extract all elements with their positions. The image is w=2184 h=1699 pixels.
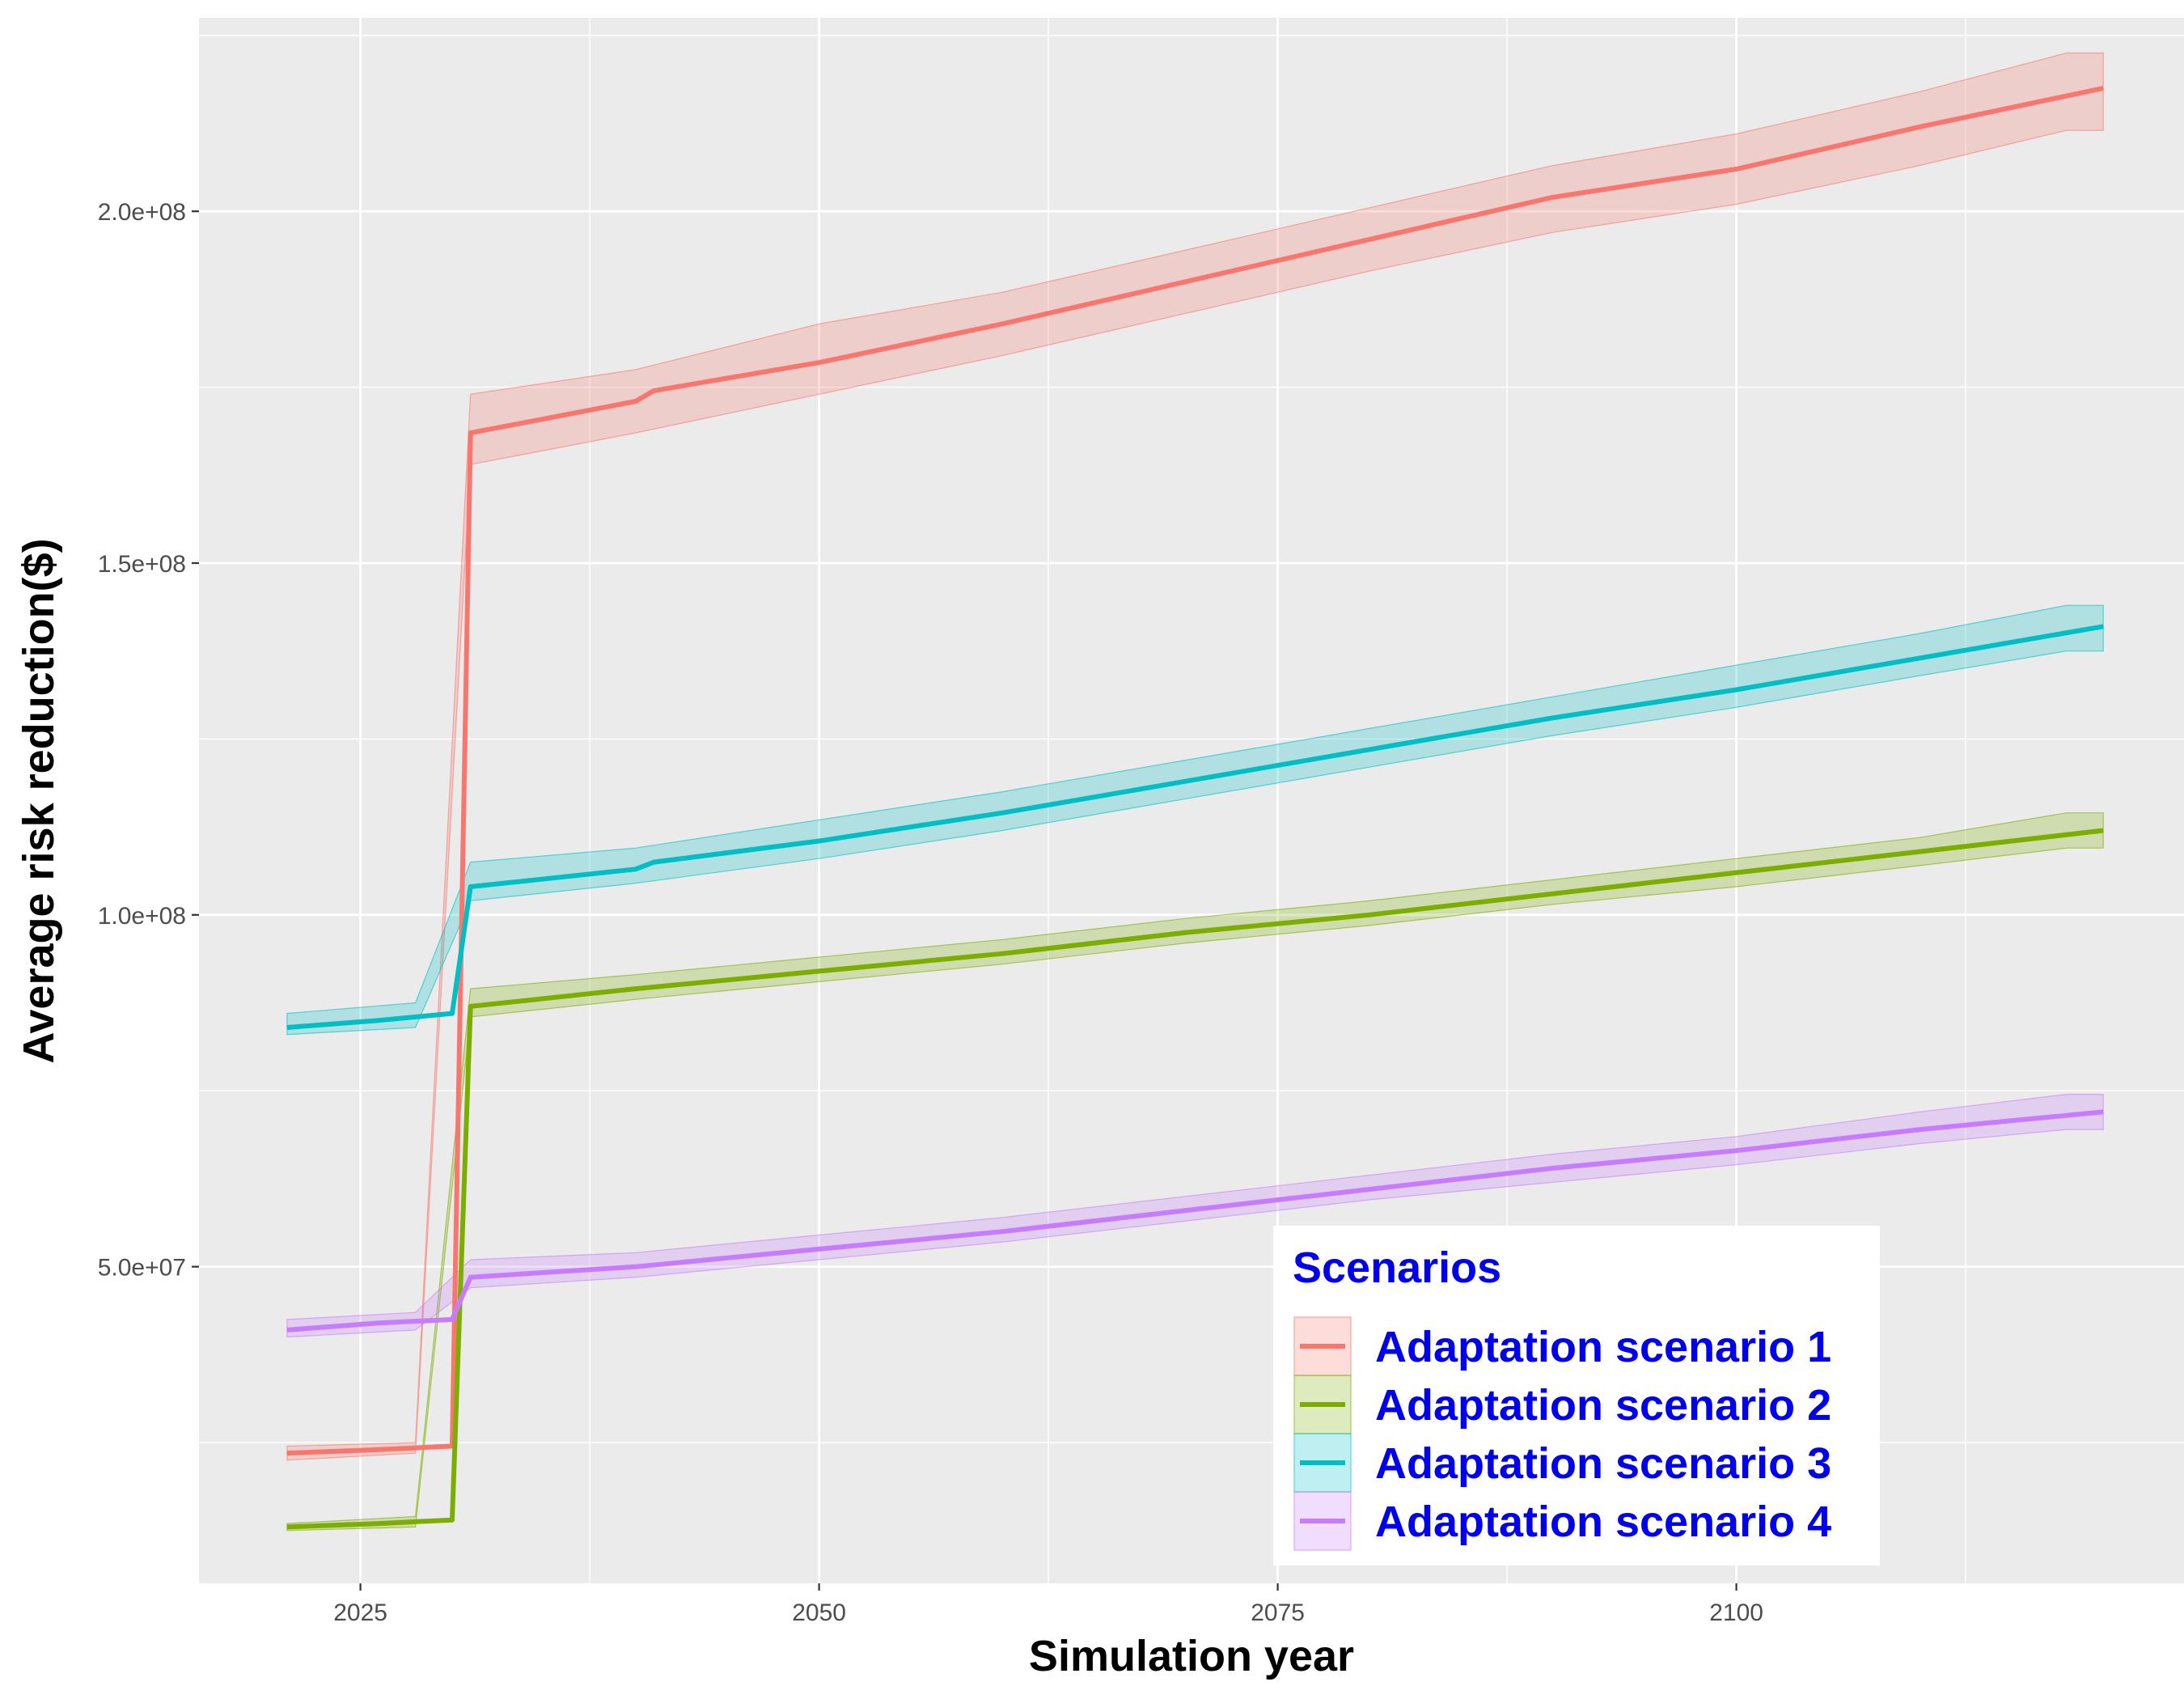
line-scenario-4 — [286, 1109, 2104, 1333]
legend-title: Scenarios — [1293, 1244, 1501, 1292]
minor-gridlines — [199, 18, 2184, 1583]
legend-label-scenario-1: Adaptation scenario 1 — [1375, 1323, 1831, 1371]
x-axis-ticks: 2025 2050 2075 2100 — [333, 1583, 1763, 1626]
y-tick-label: 5.0e+07 — [98, 1255, 186, 1282]
legend-label-scenario-2: Adaptation scenario 2 — [1375, 1381, 1831, 1430]
band-scenario-2 — [286, 812, 2104, 1532]
legend-label-scenario-4: Adaptation scenario 4 — [1375, 1498, 1831, 1546]
y-tick-label: 2.0e+08 — [98, 199, 186, 226]
y-axis-ticks: 5.0e+07 1.0e+08 1.5e+08 2.0e+08 — [98, 199, 199, 1282]
line-scenario-1 — [286, 86, 2104, 1456]
x-tick-label: 2100 — [1709, 1599, 1763, 1626]
y-tick-label: 1.0e+08 — [98, 903, 186, 930]
y-axis-title: Average risk reduction($) — [15, 538, 63, 1063]
x-axis-title: Simulation year — [1029, 1632, 1354, 1680]
series-lines — [286, 86, 2104, 1530]
legend-items: Adaptation scenario 1 Adaptation scenario… — [1293, 1316, 1831, 1551]
confidence-bands — [286, 52, 2104, 1532]
legend-label-scenario-3: Adaptation scenario 3 — [1375, 1439, 1831, 1488]
band-scenario-3 — [286, 604, 2104, 1036]
line-scenario-3 — [286, 624, 2104, 1030]
x-tick-label: 2050 — [792, 1599, 846, 1626]
legend: Scenarios Adaptation scenario 1Adaptatio… — [1273, 1226, 1880, 1566]
line-scenario-2 — [286, 828, 2104, 1530]
band-scenario-1 — [286, 52, 2104, 1461]
y-tick-label: 1.5e+08 — [98, 551, 186, 578]
band-scenario-4 — [286, 1093, 2104, 1338]
x-tick-label: 2075 — [1251, 1599, 1305, 1626]
x-tick-label: 2025 — [333, 1599, 387, 1626]
legend-box — [1273, 1226, 1880, 1566]
